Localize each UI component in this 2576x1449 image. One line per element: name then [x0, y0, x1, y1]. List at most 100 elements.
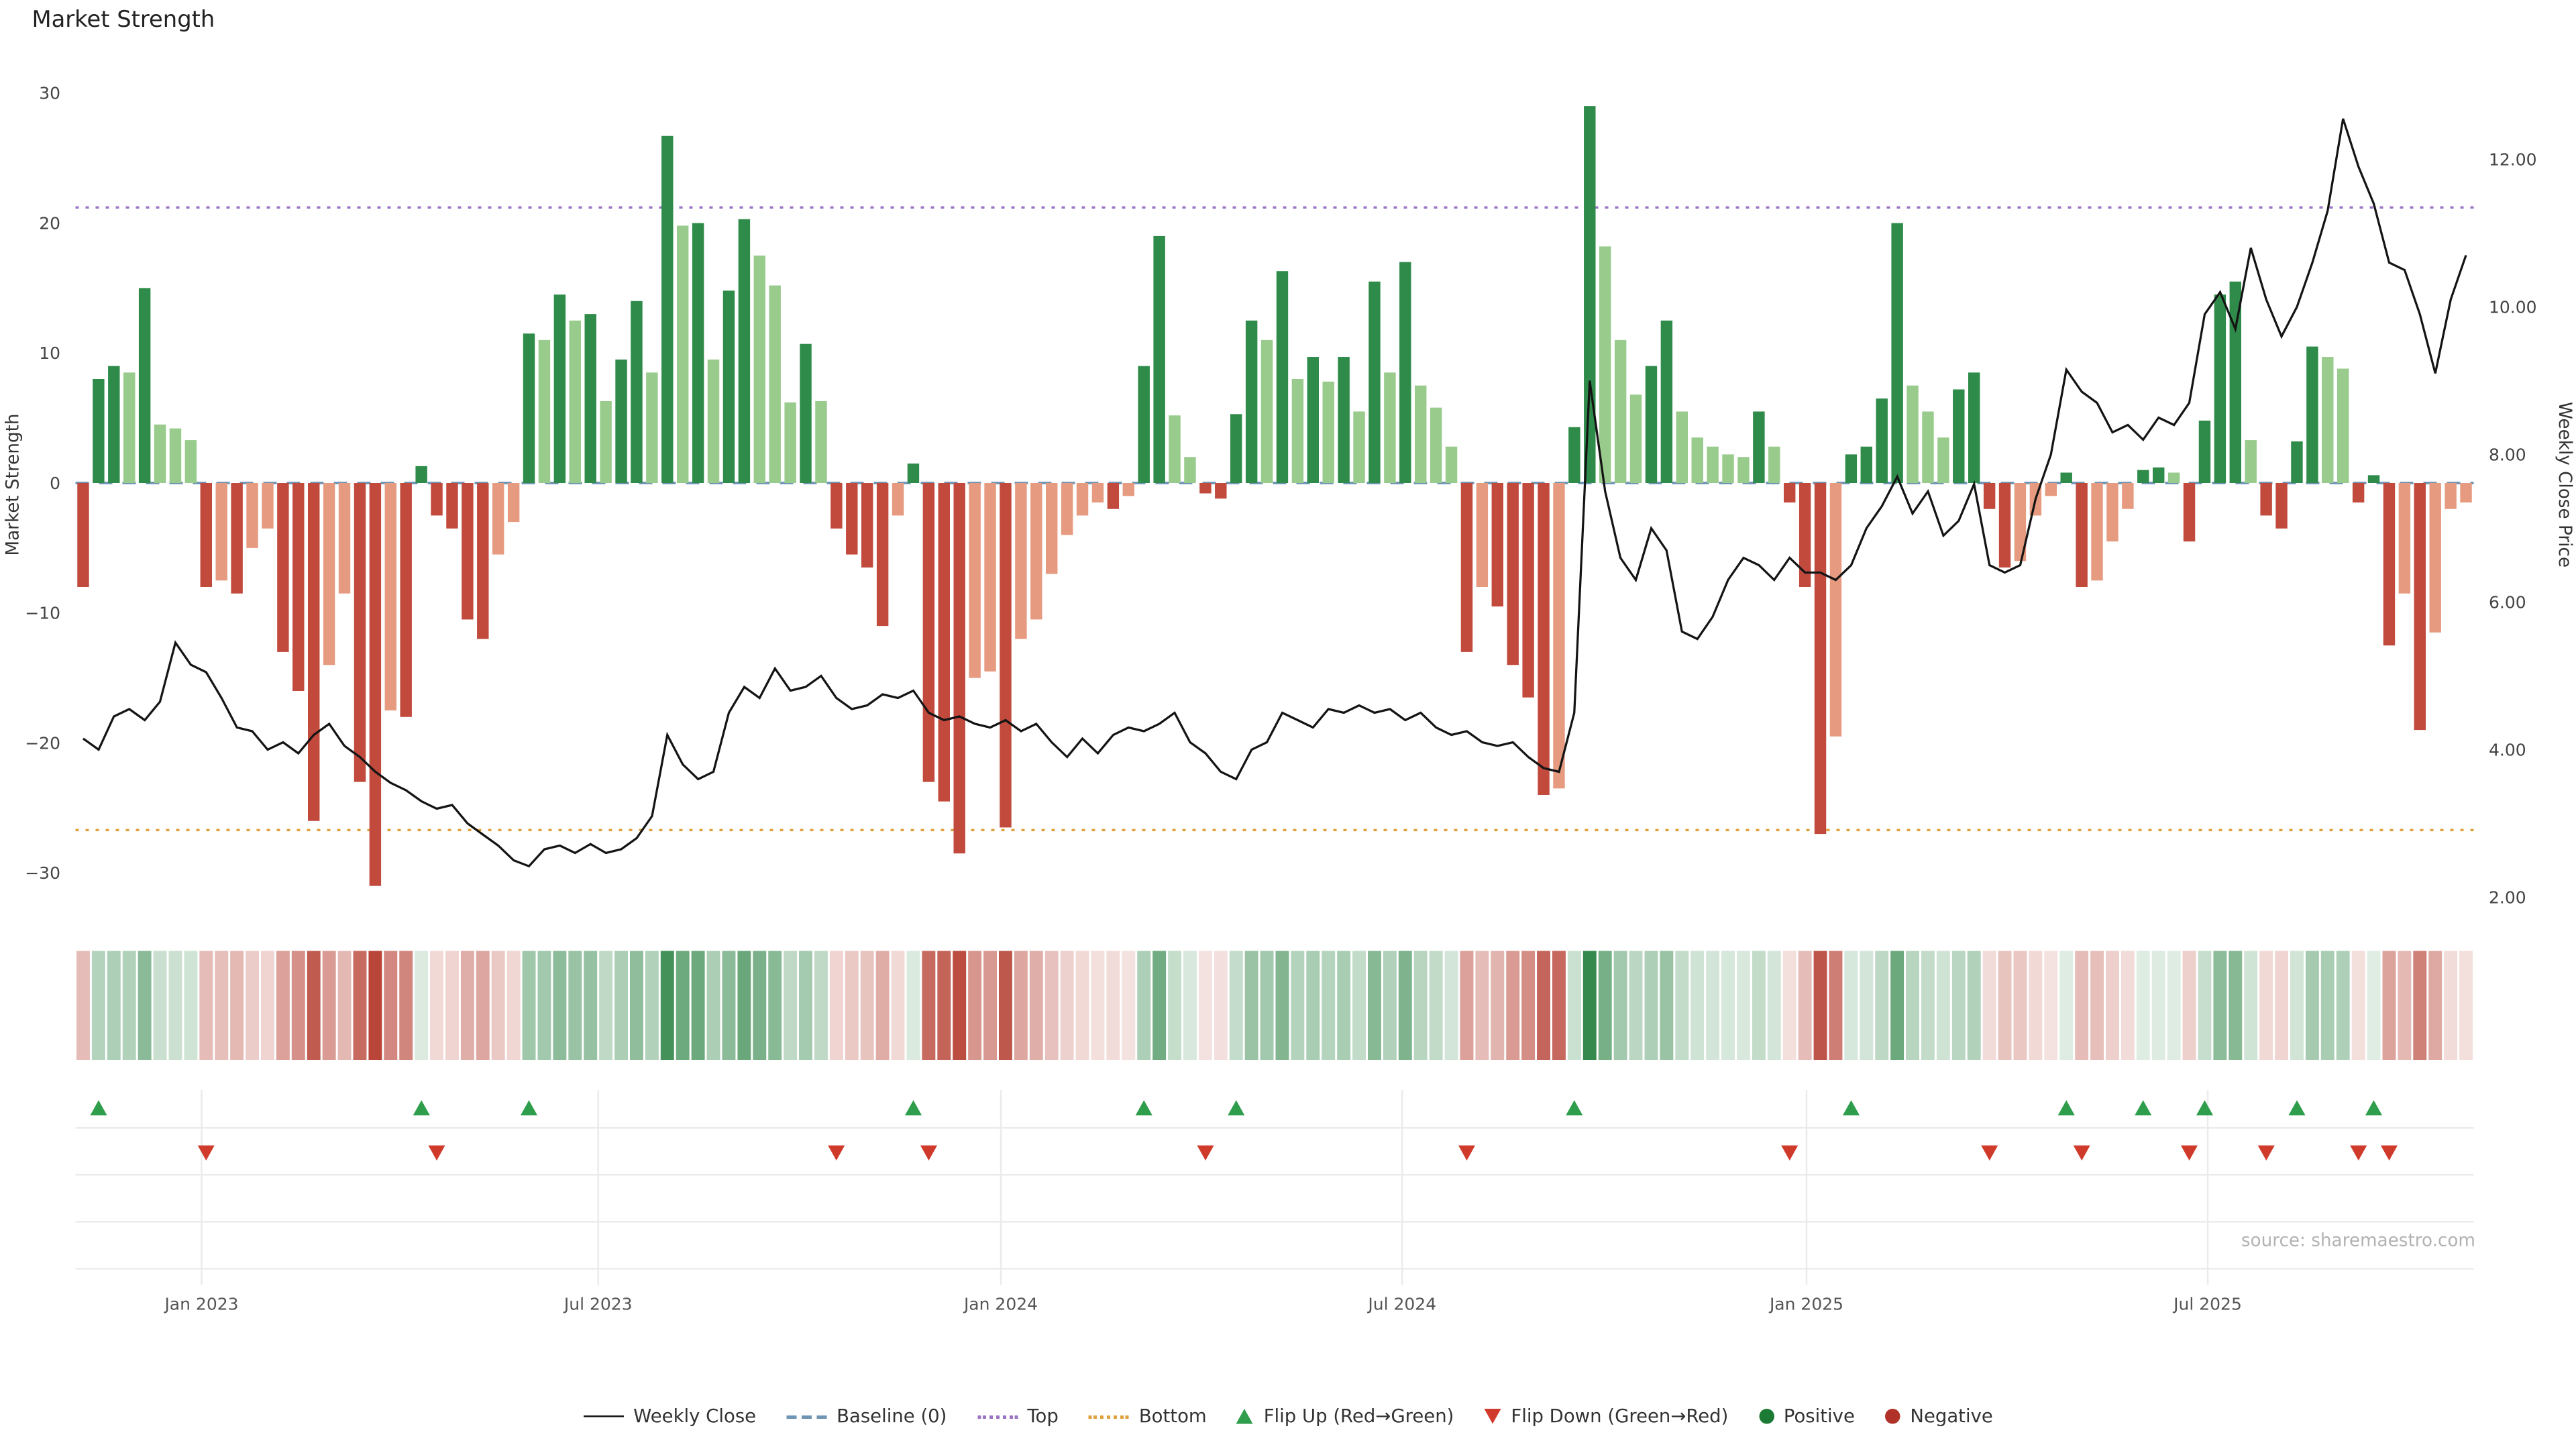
strength-bar [876, 483, 889, 627]
positive-swatch-icon [1758, 1409, 1774, 1424]
strength-bar [815, 400, 827, 483]
flip-up-red-green-swatch-icon [1236, 1409, 1254, 1424]
heatmap-cell [1075, 951, 1089, 1060]
flip-down-marker-icon [2073, 1145, 2090, 1161]
heatmap-cell [2336, 951, 2350, 1060]
heatmap-cell [384, 951, 398, 1060]
strength-bar [184, 440, 197, 483]
heatmap-cell [1122, 951, 1136, 1060]
strength-bar [538, 339, 551, 483]
heatmap-cell [1998, 951, 2012, 1060]
strength-bar [1476, 483, 1489, 587]
heatmap-cell [2121, 951, 2135, 1060]
strength-bar [1614, 339, 1627, 483]
legend-item-weekly-close: Weekly Close [583, 1405, 756, 1428]
heatmap-cell [76, 951, 90, 1060]
heatmap-cell [676, 951, 690, 1060]
strength-bar [1845, 454, 1858, 483]
heatmap-cell [476, 951, 490, 1060]
heatmap-cell [2444, 951, 2458, 1060]
heatmap-cell [953, 951, 967, 1060]
heatmap-cell [691, 951, 705, 1060]
strength-bar [2352, 483, 2365, 503]
strength-bar [615, 359, 627, 484]
heatmap-cell [1906, 951, 1919, 1060]
heatmap-cell [1660, 951, 1674, 1060]
strength-bar [369, 483, 382, 886]
strength-bar [1307, 357, 1319, 483]
strength-bar [2245, 440, 2257, 483]
strength-bar [1768, 446, 1780, 483]
heatmap-cell [2428, 951, 2443, 1060]
heatmap-cell [568, 951, 582, 1060]
heatmap-cell [1014, 951, 1028, 1060]
heatmap-cell [1782, 951, 1796, 1060]
x-axis-tick-label: Jul 2024 [1366, 1295, 1436, 1314]
flip-up-marker-icon [2288, 1100, 2306, 1116]
heatmap-cell [1322, 951, 1336, 1060]
legend-label: Positive [1783, 1405, 1855, 1428]
heatmap-cell [1044, 951, 1059, 1060]
legend-label: Flip Down (Green→Red) [1511, 1405, 1729, 1428]
weekly-close-line [83, 118, 2467, 868]
heatmap-cell [1152, 951, 1167, 1060]
heatmap-cell [445, 951, 459, 1060]
strength-bar [1860, 446, 1872, 483]
strength-bar [1968, 372, 1980, 484]
heatmap-cell [506, 951, 521, 1060]
heatmap-cell [2244, 951, 2258, 1060]
heatmap-cell [1767, 951, 1781, 1060]
heatmap-cell [2075, 951, 2089, 1060]
flip-down-marker-icon [2350, 1145, 2367, 1161]
heatmap-cell [660, 951, 674, 1060]
strength-bar [1922, 411, 1934, 484]
heatmap-cell [1813, 951, 1827, 1060]
heatmap-cell [1168, 951, 1181, 1060]
heatmap-cell [1644, 951, 1658, 1060]
x-axis-tick-label: Jul 2025 [2172, 1295, 2242, 1314]
strength-bar [953, 483, 965, 854]
source-attribution: source: sharemaestro.com [2241, 1231, 2475, 1251]
strength-bar [1629, 394, 1642, 483]
strength-bar [1322, 381, 1334, 483]
flip-down-marker-icon [1981, 1145, 1998, 1161]
heatmap-cell [553, 951, 567, 1060]
heatmap-cell [1029, 951, 1043, 1060]
strength-bar [1645, 366, 1658, 483]
heatmap-cell [2275, 951, 2288, 1060]
flip-down-marker-icon [428, 1145, 445, 1161]
heatmap-cell [1475, 951, 1489, 1060]
heatmap-cell [261, 951, 274, 1060]
heatmap-cell [2382, 951, 2396, 1060]
flip-down-marker-icon [828, 1145, 845, 1161]
strength-bar [1998, 483, 2011, 568]
strength-bar [123, 372, 136, 484]
strength-bar [1491, 483, 1503, 607]
heatmap-cell [1460, 951, 1474, 1060]
strength-bar [138, 288, 151, 483]
left-axis-tick: 30 [39, 84, 60, 103]
strength-bar [2460, 483, 2472, 503]
heatmap-cell [2044, 951, 2058, 1060]
left-axis-tick: 10 [39, 343, 60, 363]
heatmap-cell [1275, 951, 1289, 1060]
strength-bar [507, 483, 520, 523]
strength-bar [1814, 483, 1827, 835]
strength-bar [2414, 483, 2426, 731]
heatmap-cell [968, 951, 982, 1060]
flip-up-marker-icon [1135, 1100, 1152, 1116]
heatmap-cell [645, 951, 659, 1060]
baseline-0-swatch-icon [786, 1414, 827, 1418]
heatmap-cell [138, 951, 152, 1060]
strength-bar [2367, 475, 2380, 483]
strength-bar [2076, 483, 2088, 587]
strength-bar [2091, 483, 2103, 581]
strength-bar [277, 483, 289, 652]
strength-bar [1691, 437, 1703, 484]
flip-up-marker-icon [1228, 1100, 1245, 1116]
strength-bar [2183, 483, 2196, 542]
flip-up-marker-icon [521, 1100, 537, 1116]
market-strength-chart: 30 20 10 0 −10 −20 −30 12.00 10.00 8.00 6.00 4.00 2.… [3, 84, 2575, 1314]
heatmap-cell [999, 951, 1012, 1060]
heatmap-cell [1291, 951, 1305, 1060]
